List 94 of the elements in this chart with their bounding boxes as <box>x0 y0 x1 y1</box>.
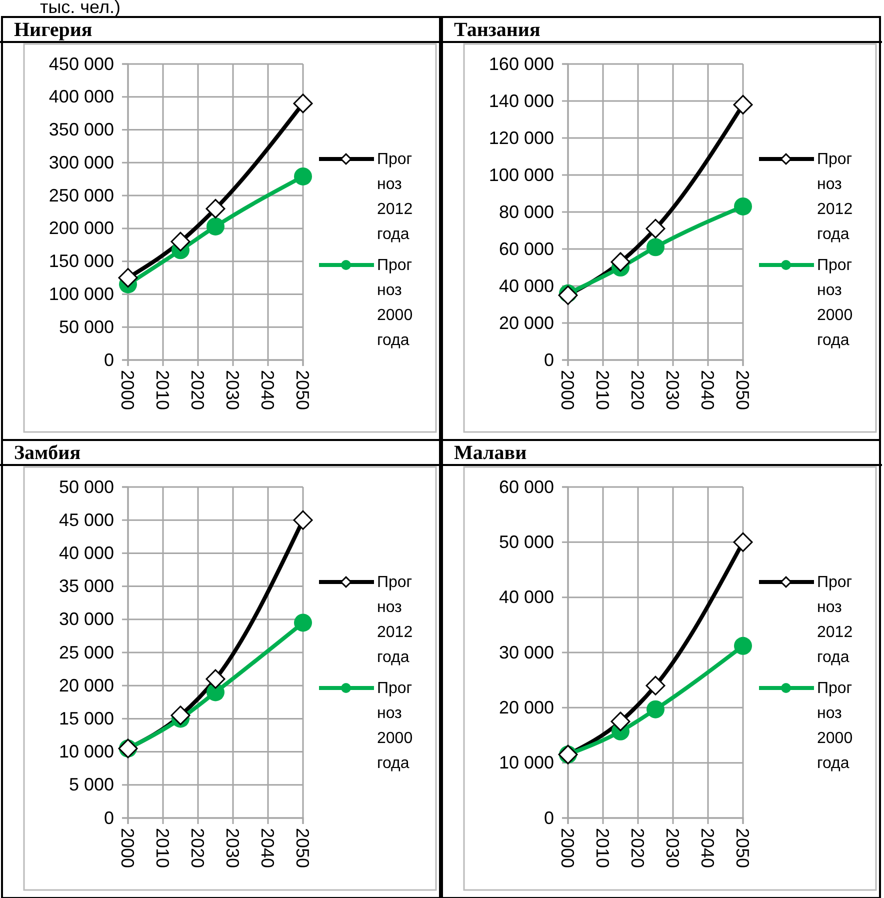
y-tick-label: 300 000 <box>48 152 114 172</box>
y-tick-label: 450 000 <box>48 54 114 74</box>
x-tick-label: 2000 <box>558 828 578 868</box>
y-tick-label: 0 <box>544 350 554 370</box>
point <box>733 94 753 114</box>
y-tick-label: 50 000 <box>58 476 114 497</box>
legend-label: Прогноз 2012 года <box>377 151 413 243</box>
y-tick-label: 10 000 <box>58 742 114 762</box>
y-tick-label: 40 000 <box>498 276 554 296</box>
y-tick-label: 20 000 <box>498 312 554 333</box>
y-tick-label: 80 000 <box>498 202 554 222</box>
point <box>734 197 752 216</box>
legend-label: Прогноз 2012 года <box>817 151 853 243</box>
legend-label: Прогноз 2000 года <box>377 680 413 772</box>
point <box>646 700 664 718</box>
y-tick-label: 20 000 <box>58 675 114 696</box>
y-tick-label: 0 <box>544 808 554 828</box>
y-tick-label: 350 000 <box>48 120 114 140</box>
y-tick-label: 50 000 <box>58 316 114 337</box>
point <box>118 268 138 288</box>
legend-label: Прогноз 2000 года <box>817 680 853 772</box>
x-tick-label: 2040 <box>258 828 278 868</box>
point <box>293 94 313 114</box>
point <box>646 238 664 256</box>
y-tick-label: 40 000 <box>498 587 554 608</box>
chart-title: Танзания <box>454 19 540 41</box>
y-tick-label: 35 000 <box>58 576 114 596</box>
y-tick-label: 25 000 <box>58 642 114 662</box>
point <box>294 614 312 632</box>
point <box>170 232 190 252</box>
chart-title: Малави <box>454 442 527 464</box>
x-tick-label: 2010 <box>152 370 173 410</box>
point <box>206 669 226 689</box>
y-tick-label: 30 000 <box>498 642 554 662</box>
y-tick-label: 60 000 <box>498 238 554 259</box>
x-tick-label: 2050 <box>292 828 313 868</box>
y-tick-label: 20 000 <box>498 697 554 718</box>
x-tick-label: 2010 <box>592 828 613 868</box>
x-tick-label: 2050 <box>732 370 753 410</box>
x-tick-label: 2020 <box>628 370 648 410</box>
x-tick-label: 2050 <box>732 828 753 868</box>
x-tick-label: 2020 <box>628 828 648 868</box>
x-tick-label: 2000 <box>118 828 138 868</box>
point <box>206 217 224 236</box>
point <box>293 510 313 530</box>
x-tick-label: 2010 <box>592 370 613 410</box>
y-tick-label: 0 <box>104 350 114 370</box>
y-tick-label: 200 000 <box>48 218 114 238</box>
y-tick-label: 150 000 <box>48 251 114 272</box>
x-tick-label: 2030 <box>662 828 683 868</box>
y-tick-label: 100 000 <box>48 284 114 304</box>
y-tick-label: 0 <box>104 808 114 828</box>
point <box>206 198 226 218</box>
y-tick-label: 50 000 <box>498 532 554 552</box>
point <box>170 706 190 726</box>
x-tick-label: 2050 <box>292 370 313 410</box>
x-tick-label: 2030 <box>222 370 243 410</box>
x-tick-label: 2040 <box>698 370 718 410</box>
point <box>733 532 753 552</box>
y-tick-label: 100 000 <box>488 164 554 185</box>
x-tick-label: 2030 <box>662 370 683 410</box>
x-tick-label: 2030 <box>222 828 243 868</box>
point <box>610 712 630 732</box>
y-tick-label: 10 000 <box>498 752 554 773</box>
x-tick-label: 2040 <box>698 828 718 868</box>
y-tick-label: 120 000 <box>488 128 554 148</box>
legend-label: Прогноз 2000 года <box>377 257 413 349</box>
y-tick-label: 400 000 <box>48 86 114 107</box>
point <box>646 218 666 238</box>
y-tick-label: 5 000 <box>68 774 114 795</box>
y-tick-label: 45 000 <box>58 510 114 530</box>
point <box>294 167 312 186</box>
x-tick-label: 2040 <box>258 370 278 410</box>
chart-title: Замбия <box>14 442 81 464</box>
legend-label: Прогноз 2012 года <box>817 574 853 666</box>
y-tick-label: 250 000 <box>48 185 114 206</box>
y-tick-label: 140 000 <box>488 90 554 111</box>
point <box>610 252 630 272</box>
legend-label: Прогноз 2012 года <box>377 574 413 666</box>
text: тыс. чел.) <box>40 0 120 17</box>
x-tick-label: 2020 <box>188 828 208 868</box>
point <box>646 676 666 696</box>
point <box>734 636 752 655</box>
y-tick-label: 15 000 <box>58 708 114 728</box>
legend-label: Прогноз 2000 года <box>817 257 853 349</box>
y-tick-label: 160 000 <box>488 54 554 74</box>
x-tick-label: 2000 <box>558 370 578 410</box>
y-tick-label: 30 000 <box>58 609 114 630</box>
chart-title: Нигерия <box>14 19 92 41</box>
x-tick-label: 2010 <box>152 828 173 868</box>
x-tick-label: 2020 <box>188 370 208 410</box>
x-tick-label: 2000 <box>118 370 138 410</box>
y-tick-label: 60 000 <box>498 476 554 497</box>
y-tick-label: 40 000 <box>58 542 114 563</box>
